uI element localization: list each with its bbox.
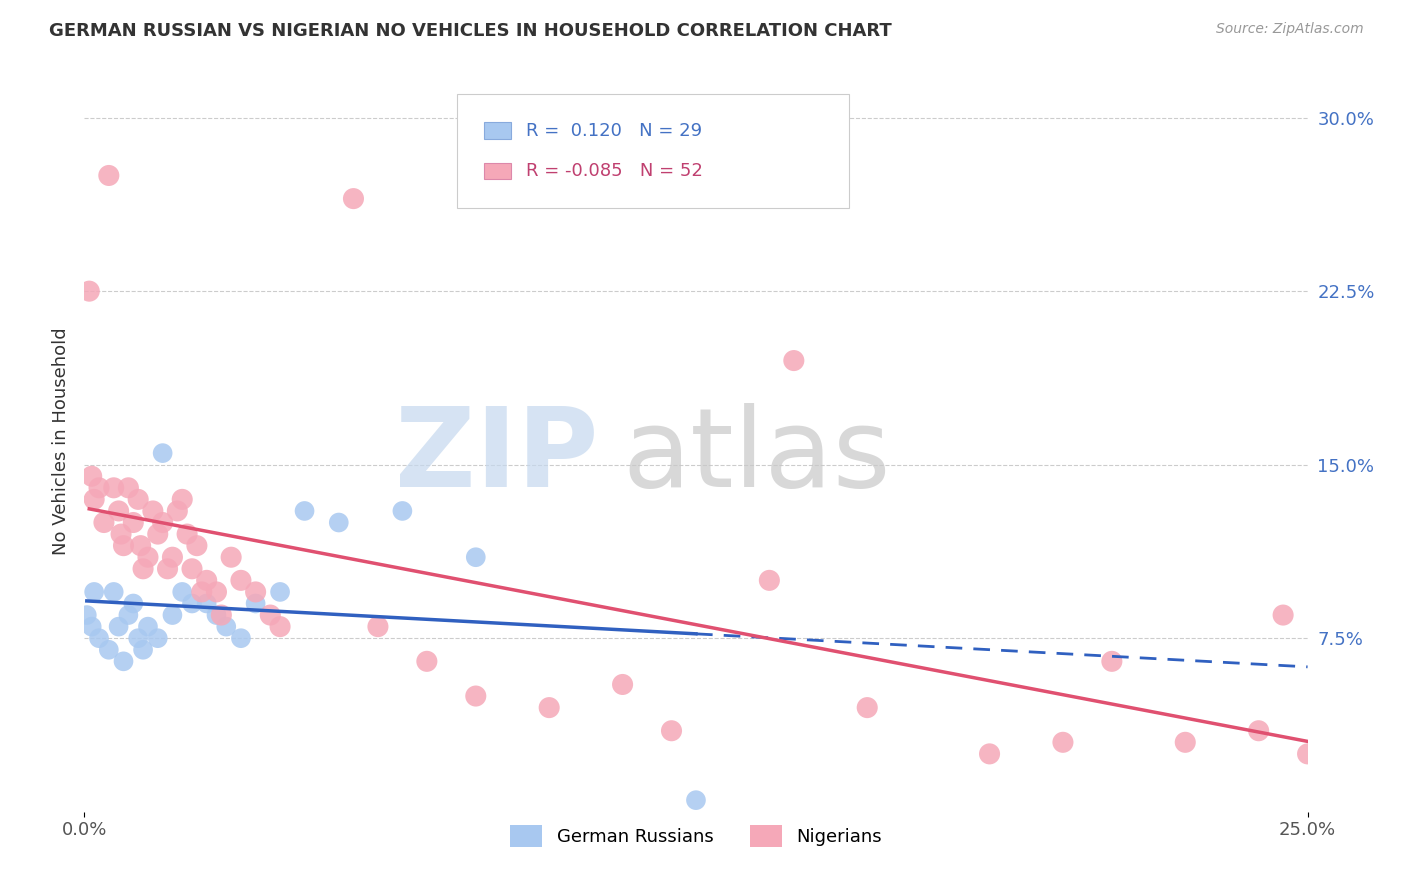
Text: Source: ZipAtlas.com: Source: ZipAtlas.com — [1216, 22, 1364, 37]
Point — [856, 700, 879, 714]
Point — [152, 516, 174, 530]
Point — [87, 481, 110, 495]
Point — [464, 550, 486, 565]
Point — [1052, 735, 1074, 749]
Point — [117, 608, 139, 623]
Text: atlas: atlas — [623, 403, 891, 510]
Point — [146, 631, 169, 645]
Point — [1296, 747, 1319, 761]
Point — [83, 492, 105, 507]
Point — [122, 597, 145, 611]
Point — [107, 619, 129, 633]
Point — [93, 516, 115, 530]
Text: ZIP: ZIP — [395, 403, 598, 510]
Point — [229, 574, 252, 588]
Point — [122, 516, 145, 530]
Point — [391, 504, 413, 518]
Point — [538, 700, 561, 714]
Point — [215, 619, 238, 633]
Point — [87, 631, 110, 645]
Point — [229, 631, 252, 645]
Point — [195, 597, 218, 611]
Point — [97, 642, 120, 657]
Point — [162, 608, 184, 623]
Point — [416, 654, 439, 668]
Point — [1272, 608, 1295, 623]
Point — [172, 492, 194, 507]
Point — [186, 539, 208, 553]
Point — [209, 608, 232, 623]
Point — [1101, 654, 1123, 668]
Point — [661, 723, 683, 738]
FancyBboxPatch shape — [484, 122, 512, 139]
Point — [294, 504, 316, 518]
Point — [245, 597, 267, 611]
Point — [181, 562, 204, 576]
Text: R = -0.085   N = 52: R = -0.085 N = 52 — [526, 162, 703, 180]
Point — [685, 793, 707, 807]
Y-axis label: No Vehicles in Household: No Vehicles in Household — [52, 327, 70, 556]
Point — [758, 574, 780, 588]
Point — [269, 585, 291, 599]
Point — [219, 550, 242, 565]
Point — [162, 550, 184, 565]
Point — [132, 562, 155, 576]
Point — [191, 585, 214, 599]
Point — [132, 642, 155, 657]
Point — [127, 631, 149, 645]
Point — [136, 619, 159, 633]
Point — [612, 677, 634, 691]
Point — [117, 481, 139, 495]
Point — [80, 619, 103, 633]
FancyBboxPatch shape — [457, 94, 849, 209]
Point — [205, 585, 228, 599]
Point — [1174, 735, 1197, 749]
Point — [367, 619, 389, 633]
Point — [97, 169, 120, 183]
Text: GERMAN RUSSIAN VS NIGERIAN NO VEHICLES IN HOUSEHOLD CORRELATION CHART: GERMAN RUSSIAN VS NIGERIAN NO VEHICLES I… — [49, 22, 891, 40]
Point — [107, 504, 129, 518]
Legend: German Russians, Nigerians: German Russians, Nigerians — [502, 818, 890, 855]
FancyBboxPatch shape — [484, 163, 512, 179]
Point — [245, 585, 267, 599]
Point — [172, 585, 194, 599]
Point — [152, 446, 174, 460]
Text: R =  0.120   N = 29: R = 0.120 N = 29 — [526, 121, 702, 139]
Point — [80, 469, 103, 483]
Point — [269, 619, 291, 633]
Point — [195, 574, 218, 588]
Point — [112, 539, 135, 553]
Point — [259, 608, 281, 623]
Point — [76, 608, 98, 623]
Point — [110, 527, 132, 541]
Point — [136, 550, 159, 565]
Point — [142, 504, 165, 518]
Point — [342, 192, 364, 206]
Point — [176, 527, 198, 541]
Point — [979, 747, 1001, 761]
Point — [129, 539, 152, 553]
Point — [783, 353, 806, 368]
Point — [103, 481, 125, 495]
Point — [103, 585, 125, 599]
Point — [146, 527, 169, 541]
Point — [156, 562, 179, 576]
Point — [127, 492, 149, 507]
Point — [464, 689, 486, 703]
Point — [77, 284, 100, 298]
Point — [181, 597, 204, 611]
Point — [205, 608, 228, 623]
Point — [328, 516, 350, 530]
Point — [83, 585, 105, 599]
Point — [1247, 723, 1270, 738]
Point — [112, 654, 135, 668]
Point — [166, 504, 188, 518]
